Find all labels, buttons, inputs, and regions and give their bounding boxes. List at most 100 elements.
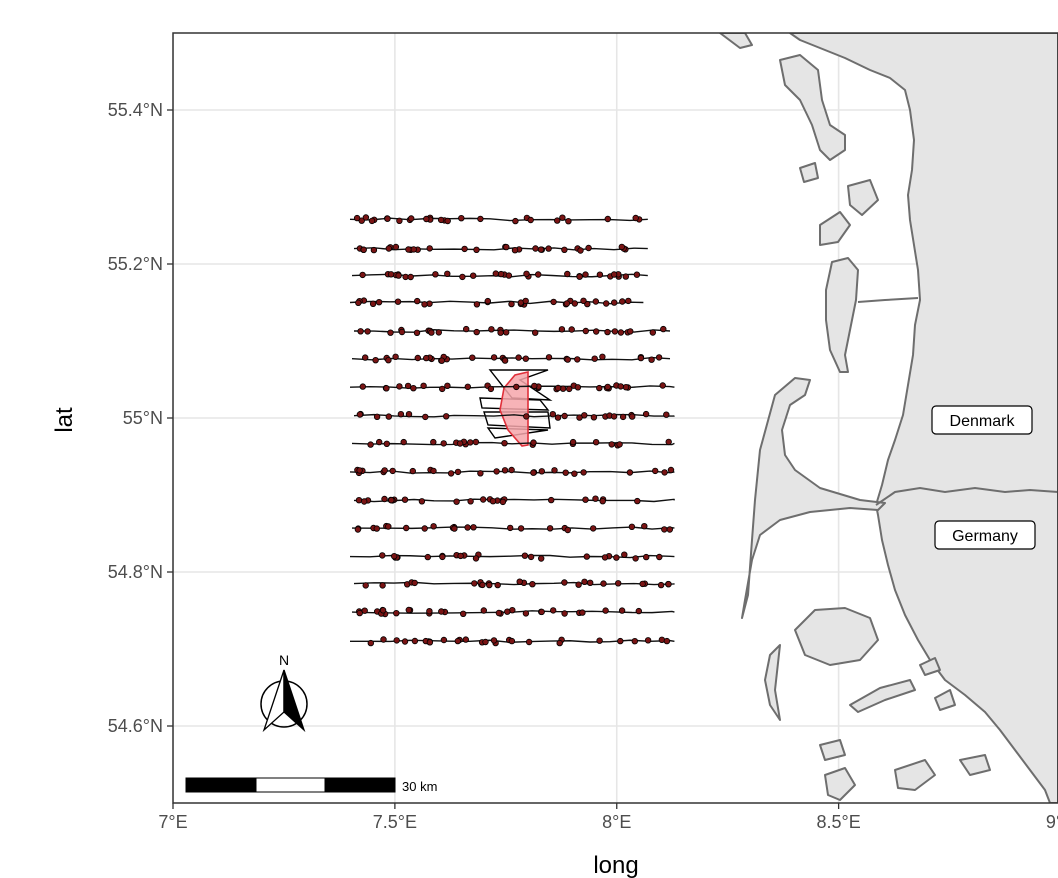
sighting-point xyxy=(385,413,392,420)
sighting-point xyxy=(357,328,364,335)
sighting-point xyxy=(545,245,552,252)
x-tick-label: 9°E xyxy=(1046,812,1058,832)
sighting-point xyxy=(549,411,556,418)
sighting-point xyxy=(458,214,465,222)
sighting-point xyxy=(596,637,603,644)
sighting-point xyxy=(488,326,495,333)
sighting-point xyxy=(470,524,477,531)
sighting-point xyxy=(619,298,626,305)
sighting-point xyxy=(559,214,566,221)
sighting-point xyxy=(490,637,498,644)
sighting-point xyxy=(353,214,361,222)
sighting-point xyxy=(410,246,417,253)
y-tick-label: 54.6°N xyxy=(108,716,163,736)
sighting-point xyxy=(411,637,419,645)
sighting-point xyxy=(356,609,363,617)
sighting-point xyxy=(401,496,409,503)
x-tick-label: 7.5°E xyxy=(373,812,417,832)
sighting-point xyxy=(627,328,634,335)
sighting-point xyxy=(642,410,650,418)
y-tick-label: 55°N xyxy=(123,408,163,428)
sighting-point xyxy=(663,411,670,418)
sighting-point xyxy=(454,468,462,476)
island-sylt xyxy=(825,257,859,373)
sighting-point xyxy=(387,329,394,336)
sighting-point xyxy=(367,441,374,448)
sighting-point xyxy=(464,383,471,390)
sighting-point xyxy=(665,581,672,588)
sighting-point xyxy=(501,357,509,364)
sighting-point xyxy=(373,525,380,532)
sighting-point xyxy=(631,638,638,645)
sighting-point xyxy=(601,554,609,561)
sighting-point xyxy=(617,383,624,390)
island-top-left xyxy=(719,33,753,49)
sighting-point xyxy=(561,579,568,586)
island-south-7 xyxy=(894,759,936,791)
sighting-point xyxy=(635,607,642,615)
sighting-point xyxy=(426,608,433,615)
sighting-point xyxy=(470,272,477,279)
sighting-point xyxy=(554,414,562,421)
sighting-point xyxy=(395,272,402,279)
sighting-point xyxy=(644,637,652,644)
sighting-point xyxy=(444,270,451,277)
sighting-point xyxy=(515,354,522,361)
sighting-point xyxy=(384,215,391,222)
sighting-point xyxy=(538,608,545,616)
scale-bar-seg-3 xyxy=(324,777,396,793)
sighting-point xyxy=(554,384,562,392)
sighting-point xyxy=(548,496,555,504)
country-labels: Denmark Germany xyxy=(931,405,1036,550)
sighting-point xyxy=(477,470,484,477)
sighting-point xyxy=(579,609,586,616)
sighting-point xyxy=(575,581,582,588)
sighting-point xyxy=(592,495,599,502)
sighting-point xyxy=(418,498,426,505)
sighting-point xyxy=(396,383,403,390)
sighting-point xyxy=(660,325,667,333)
sighting-point xyxy=(392,243,400,251)
sighting-point xyxy=(593,328,600,335)
sighting-point xyxy=(464,524,471,531)
sighting-point xyxy=(512,217,519,225)
sighting-point xyxy=(430,523,437,530)
sighting-point xyxy=(665,438,672,446)
sighting-point xyxy=(590,414,598,421)
sighting-point xyxy=(439,553,446,561)
sighting-point xyxy=(564,356,571,363)
sighting-point xyxy=(580,469,587,476)
sighting-point xyxy=(569,438,577,446)
sighting-point xyxy=(661,526,668,533)
sighting-point xyxy=(596,271,604,278)
sighting-point xyxy=(628,523,636,530)
sighting-point xyxy=(619,413,627,421)
sighting-point xyxy=(610,271,618,278)
sighting-point xyxy=(622,384,630,391)
sighting-point xyxy=(648,356,655,363)
sighting-point xyxy=(550,607,557,614)
sighting-point xyxy=(629,413,636,420)
sighting-point xyxy=(530,469,537,476)
y-axis: 54.6°N 54.8°N 55°N 55.2°N 55.4°N xyxy=(108,100,173,736)
sighting-point xyxy=(546,525,554,532)
sighting-point xyxy=(554,217,561,224)
sighting-point xyxy=(479,581,486,589)
sighting-point xyxy=(577,247,584,254)
sighting-point xyxy=(538,468,545,475)
sighting-point xyxy=(421,301,428,308)
sighting-point xyxy=(409,467,416,475)
sighting-point xyxy=(451,525,458,532)
sighting-point xyxy=(603,300,610,307)
sighting-point xyxy=(604,383,611,391)
sighting-point xyxy=(661,469,668,476)
sighting-point xyxy=(564,270,571,278)
sighting-point xyxy=(558,326,566,333)
sighting-point xyxy=(469,354,476,361)
sighting-point xyxy=(362,354,369,361)
sighting-point xyxy=(381,467,388,474)
sighting-point xyxy=(397,411,405,418)
sighting-point xyxy=(504,608,511,615)
sighting-point xyxy=(422,413,429,421)
y-axis-title: lat xyxy=(51,407,78,433)
